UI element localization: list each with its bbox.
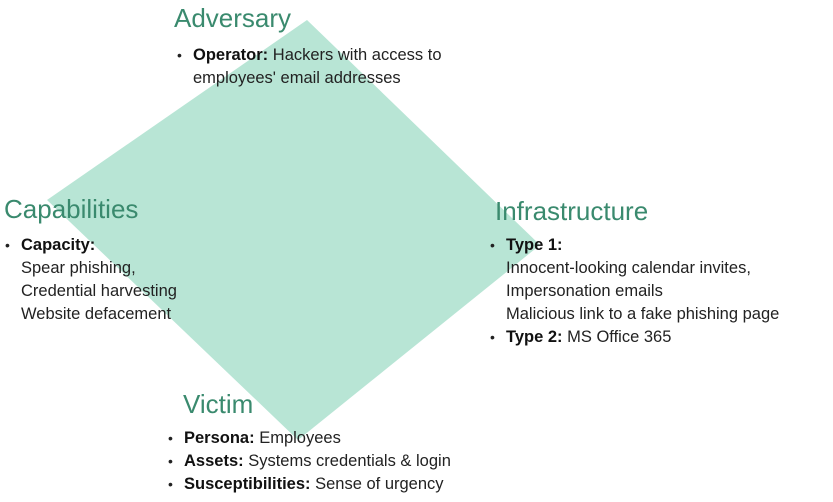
adversary-item-text: Hackers with access to bbox=[268, 46, 442, 64]
victim-heading: Victim bbox=[183, 389, 254, 419]
victim-item: Persona: Employees bbox=[166, 427, 451, 450]
victim-item: Susceptibilities: Sense of urgency bbox=[166, 473, 451, 496]
capabilities-item-detail: Website defacement bbox=[21, 305, 172, 323]
infrastructure-item-label: Type 1: bbox=[506, 236, 563, 254]
infrastructure-heading: Infrastructure bbox=[495, 196, 649, 226]
infrastructure-item: Type 2: MS Office 365 bbox=[488, 326, 779, 349]
adversary-list: Operator: Hackers with access to employee… bbox=[175, 44, 442, 90]
adversary-heading: Adversary bbox=[174, 3, 292, 33]
adversary-item: Operator: Hackers with access to employee… bbox=[175, 44, 442, 90]
capabilities-item: Capacity: Spear phishing, Credential harve… bbox=[3, 234, 177, 326]
victim-item-text: Systems credentials & login bbox=[243, 452, 451, 470]
infrastructure-item-detail: Malicious link to a fake phishing page bbox=[506, 305, 780, 323]
infrastructure-item-detail: Impersonation emails bbox=[506, 282, 663, 300]
capabilities-item-detail: Spear phishing, bbox=[21, 259, 136, 277]
victim-item: Assets: Systems credentials & login bbox=[166, 450, 451, 473]
infrastructure-item-text: MS Office 365 bbox=[562, 328, 672, 346]
victim-item-text: Employees bbox=[254, 429, 341, 447]
adversary-item-label: Operator: bbox=[193, 46, 269, 64]
victim-item-label: Assets: bbox=[184, 452, 244, 470]
diamond-polygon bbox=[47, 20, 540, 440]
victim-list: Persona: EmployeesAssets: Systems creden… bbox=[166, 427, 451, 496]
capabilities-heading: Capabilities bbox=[4, 194, 139, 224]
infrastructure-item: Type 1: Innocent-looking calendar invites… bbox=[488, 234, 779, 326]
infrastructure-item-label: Type 2: bbox=[506, 328, 563, 346]
victim-item-label: Persona: bbox=[184, 429, 255, 447]
infrastructure-list: Type 1: Innocent-looking calendar invites… bbox=[488, 234, 779, 349]
adversary-item-detail: employees' email addresses bbox=[193, 69, 401, 87]
capabilities-list: Capacity: Spear phishing, Credential harve… bbox=[3, 234, 177, 326]
capabilities-item-label: Capacity: bbox=[21, 236, 96, 254]
victim-item-label: Susceptibilities: bbox=[184, 475, 311, 493]
victim-item-text: Sense of urgency bbox=[310, 475, 444, 493]
infrastructure-item-detail: Innocent-looking calendar invites, bbox=[506, 259, 751, 277]
capabilities-item-detail: Credential harvesting bbox=[21, 282, 177, 300]
